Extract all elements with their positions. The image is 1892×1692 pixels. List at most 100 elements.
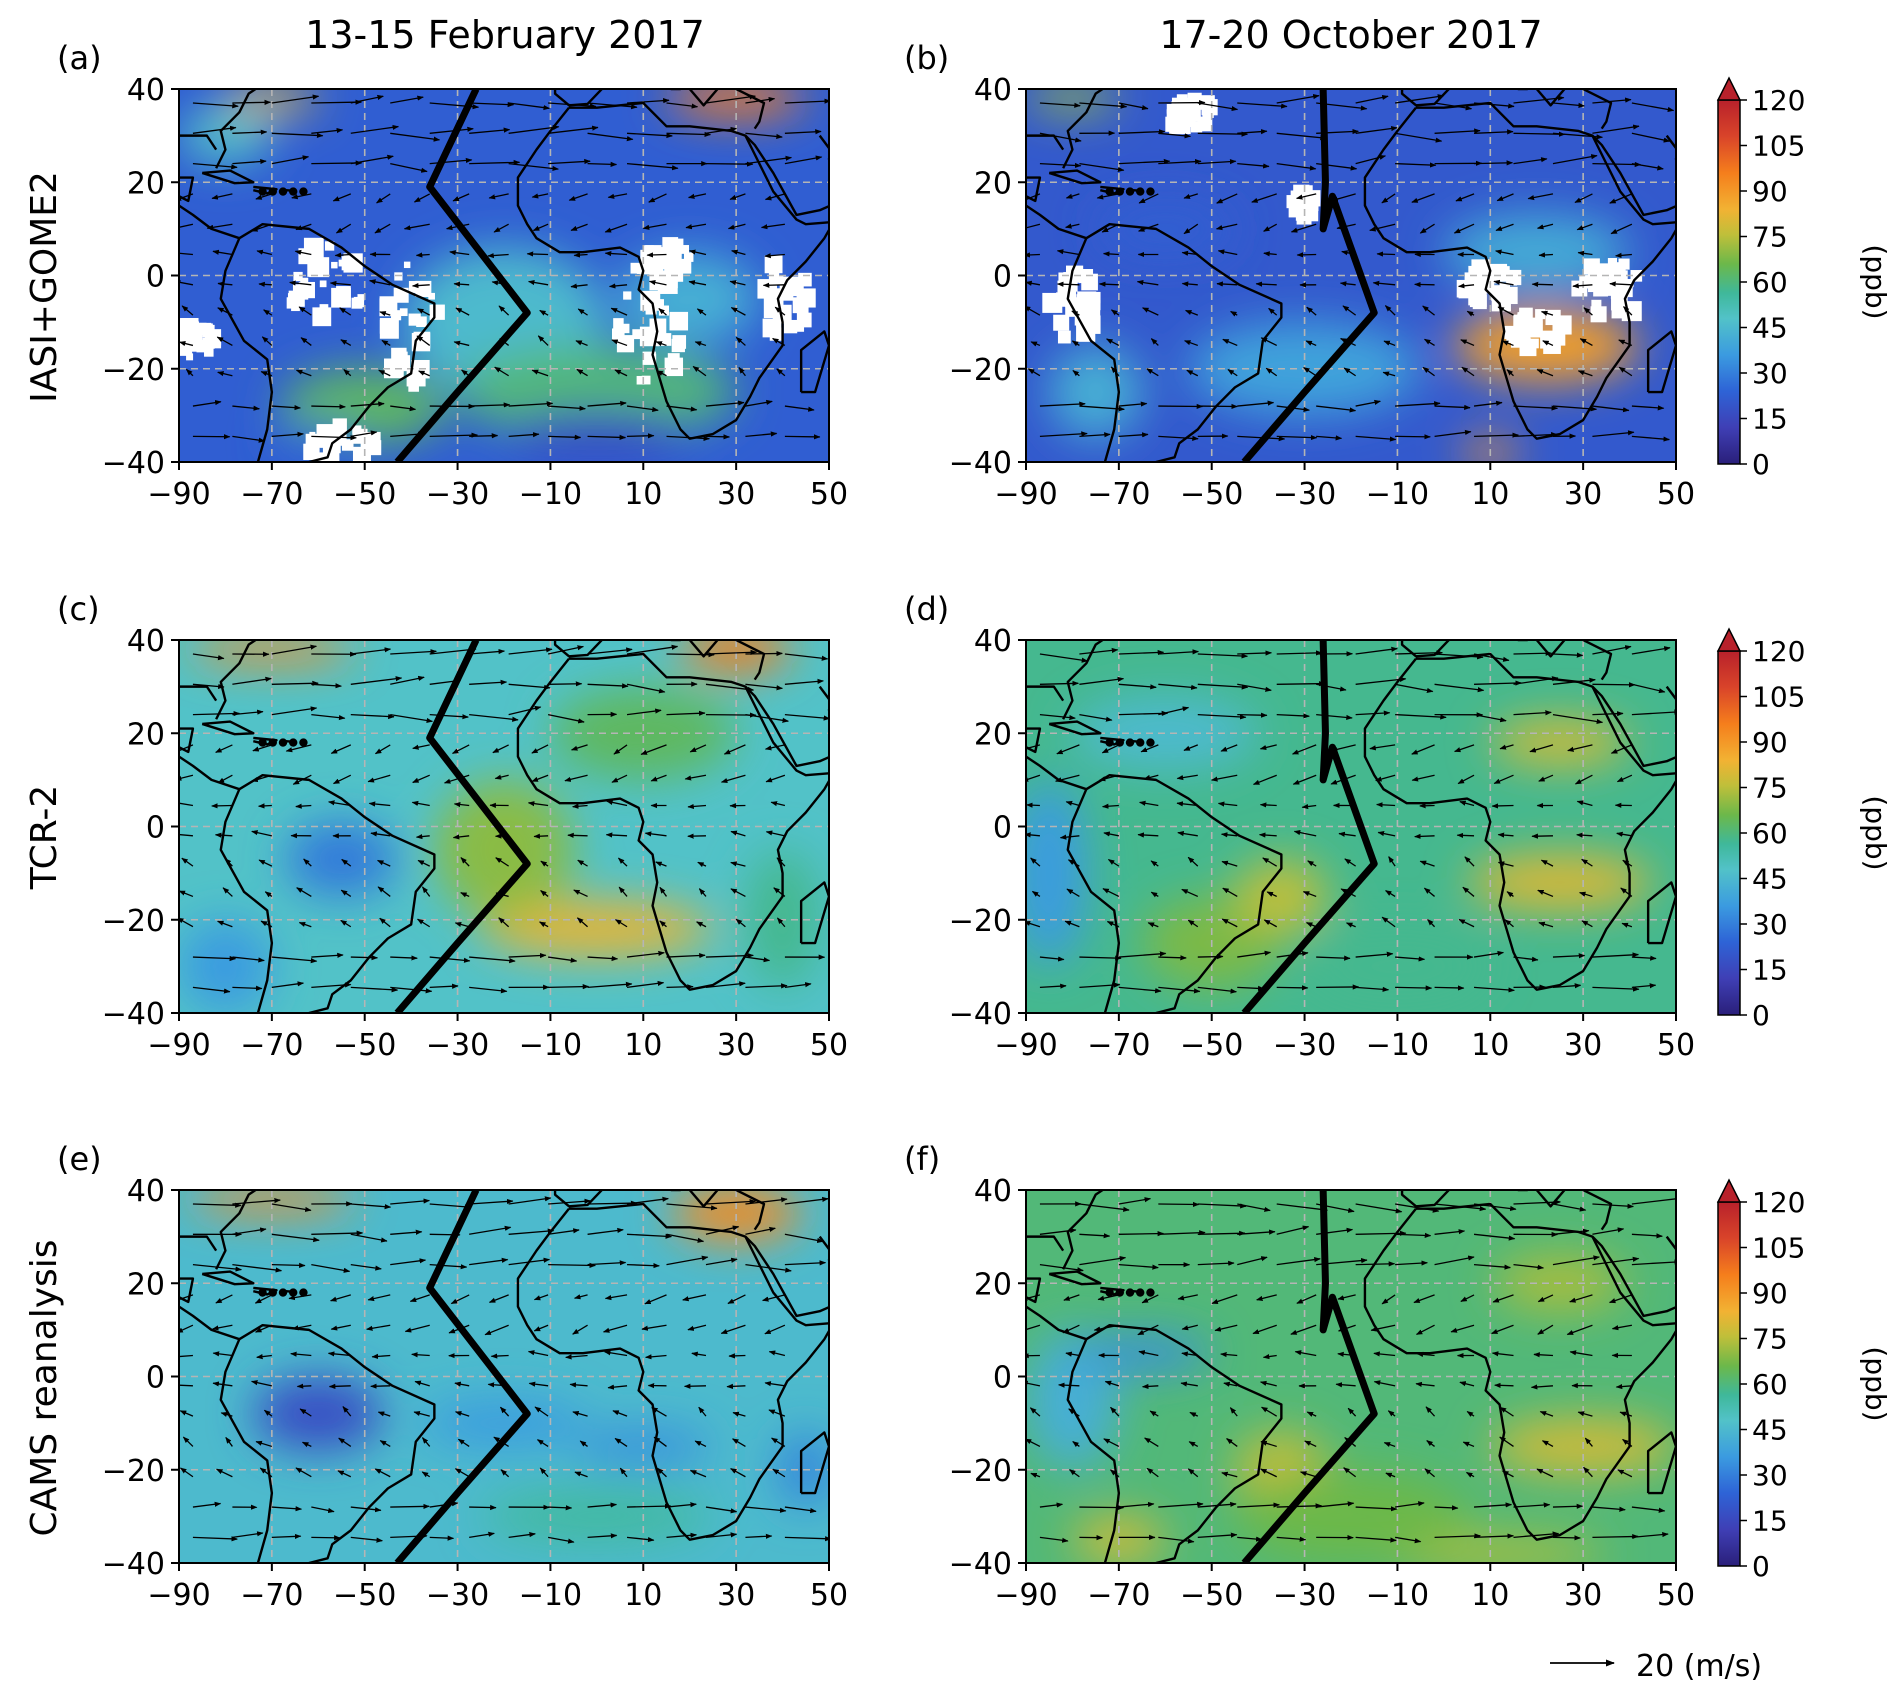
wind-arrow [311,1263,351,1273]
wind-arrow [1302,891,1317,898]
wind-arrow [1056,249,1080,256]
wind-arrow [1118,158,1171,165]
wind-arrow [1372,280,1396,286]
wind-arrow [339,307,352,316]
wind-arrow [1574,193,1593,204]
ozone-anomaly [1049,345,1143,439]
wind-arrow [1424,338,1435,346]
wind-arrow [691,1351,707,1357]
x-tick-label: 10 [624,477,662,512]
wind-arrow [659,886,668,897]
wind-arrow [350,1203,392,1210]
wind-arrow [368,801,391,807]
wind-arrow [299,1408,312,1417]
wind-arrow [705,649,758,655]
axis-ticks: −90 −70 −50 −30 −10 10 30 50 40 20 0 −20 −40 [949,624,1695,1063]
wind-arrow [1098,281,1119,287]
wind-arrow [179,223,194,230]
wind-arrow [613,744,628,755]
y-tick-label: 20 [974,717,1012,752]
wind-arrow [548,984,590,990]
wind-arrow [1529,744,1554,753]
wind-arrow [764,1324,786,1335]
wind-arrow [1259,802,1277,808]
wind-arrow [573,889,588,898]
wind-arrow [469,1504,497,1511]
wind-arrow [1102,888,1120,898]
missing-data-cell [665,253,675,263]
wind-arrow [687,803,707,810]
wind-arrow [1150,338,1159,346]
y-tick-label: −20 [102,353,165,388]
wind-arrow [379,917,391,928]
x-tick-label: 30 [717,1028,755,1063]
wind-arrow [1187,856,1199,867]
wind-arrow [1579,338,1593,347]
wind-arrow [577,859,588,867]
wind-arrow [1211,774,1238,782]
y-tick-label: −20 [949,353,1012,388]
wind-arrow [1513,710,1552,716]
wind-arrow [1497,306,1514,316]
wind-arrow [656,370,667,377]
wind-arrow [689,744,707,753]
colorbar-extend-arrow [1716,1178,1742,1203]
wind-arrow [294,249,312,256]
x-tick-label: −30 [426,1578,489,1613]
wind-arrow [729,280,746,286]
wind-arrow [666,1203,718,1211]
wind-arrow [764,253,785,259]
wind-arrow [666,984,694,990]
y-tick-label: 20 [974,166,1012,201]
wind-arrow [745,1533,773,1539]
wind-arrow [772,337,786,347]
wind-arrow [1064,920,1080,928]
wind-arrow [776,917,786,928]
wind-arrow [576,368,588,377]
wind-arrow [1307,860,1317,867]
wind-arrow [614,919,628,928]
wind-arrow [1377,831,1396,837]
wind-arrow [604,250,628,257]
wind-arrow [762,1294,786,1302]
y-tick-label: −20 [949,1454,1012,1489]
wind-arrow [765,774,786,783]
missing-data-cell [669,311,689,331]
wind-arrow [1577,250,1593,256]
wind-arrow [1265,367,1278,377]
y-tick-label: −20 [102,904,165,939]
wind-arrow [494,366,509,377]
wind-arrow [261,336,273,346]
wind-arrow [696,308,707,316]
x-tick-label: 10 [624,1578,662,1613]
wind-arrow [1039,1263,1084,1273]
wind-arrow [684,774,707,781]
missing-data-cell [646,259,654,268]
wind-arrow [182,1436,194,1447]
wind-arrow [696,921,707,928]
missing-data-cell [300,277,309,286]
gridlines [179,1190,829,1563]
wind-arrow [301,1441,312,1448]
wind-arrow [768,1409,786,1417]
wind-arrow [1118,951,1167,958]
wind-arrow [232,435,266,443]
wind-arrow [1411,774,1435,782]
y-tick-label: 40 [127,1174,165,1209]
wind-arrow [1056,281,1080,287]
ozone-anomaly [179,107,272,164]
wind-arrow [653,1436,667,1447]
wind-arrow [1474,432,1519,438]
wind-arrow [1158,435,1199,441]
x-tick-label: −90 [994,1028,1057,1063]
x-tick-label: −70 [240,1028,303,1063]
missing-data-cell [1591,299,1602,310]
wind-arrow [687,1324,707,1331]
missing-data-cell [796,288,816,308]
wind-arrow [381,339,391,346]
wind-arrow [390,986,433,994]
wind-arrow [212,249,233,256]
wind-arrow [760,223,785,230]
wind-arrow [1197,1230,1246,1236]
wind-arrow [1552,154,1598,165]
